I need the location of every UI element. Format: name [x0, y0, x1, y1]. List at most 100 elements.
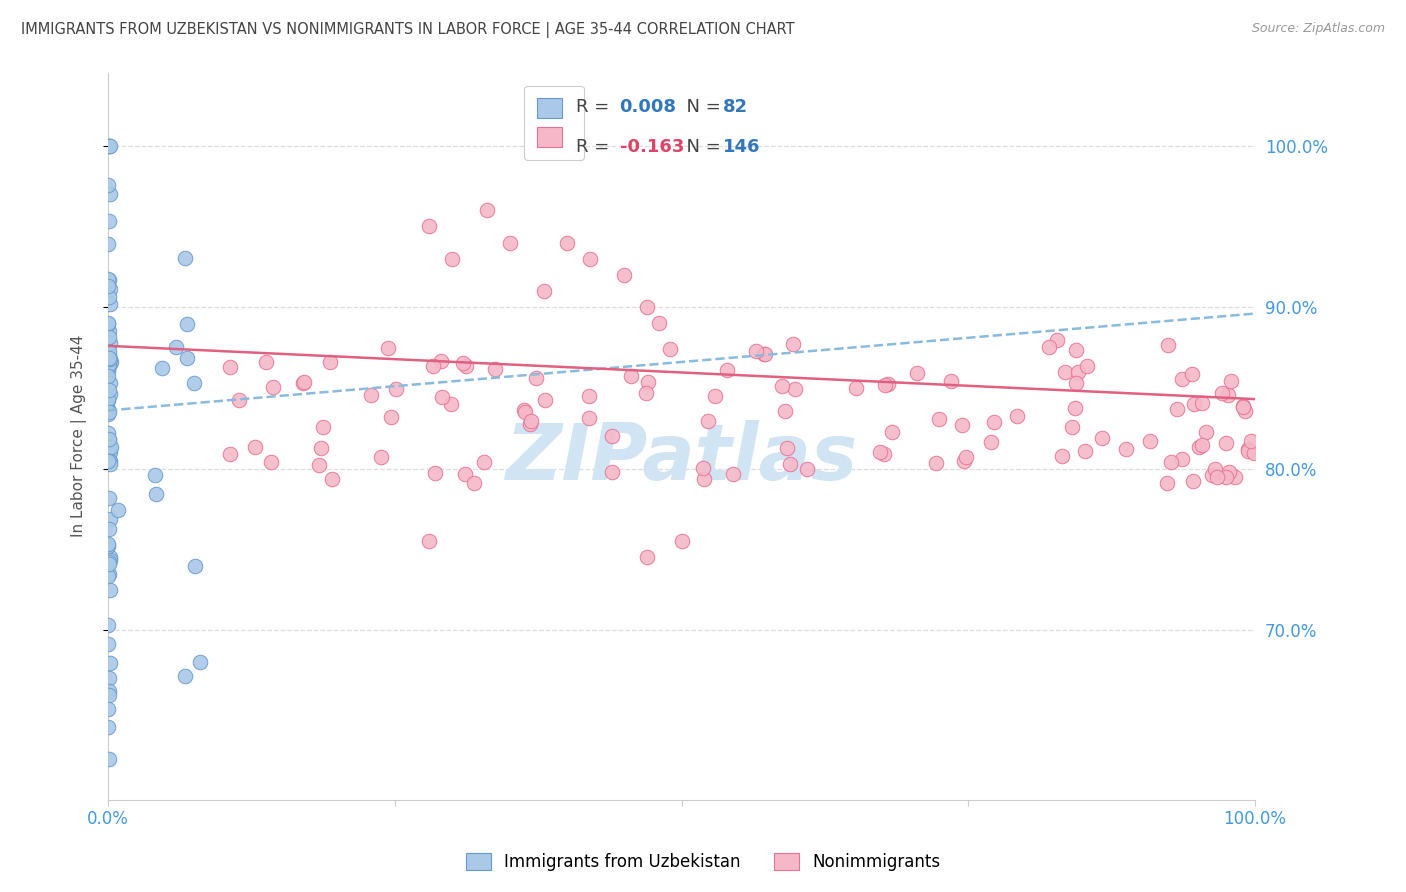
Point	[1232, 400, 1254, 414]
Point	[1090, 431, 1112, 445]
Point	[97, 569, 120, 583]
Point	[1191, 396, 1213, 410]
Point	[869, 445, 891, 459]
Point	[377, 341, 399, 355]
Point	[796, 462, 818, 476]
Point	[97, 329, 120, 343]
Text: R =: R =	[576, 138, 614, 156]
Point	[97, 433, 120, 447]
Point	[97, 454, 120, 468]
Point	[97, 407, 120, 421]
Point	[1046, 333, 1069, 347]
Point	[602, 429, 624, 443]
Point	[637, 376, 659, 390]
Point	[145, 487, 167, 501]
Point	[578, 410, 600, 425]
Point	[98, 556, 121, 570]
Point	[97, 426, 120, 441]
Point	[97, 637, 120, 651]
Point	[176, 351, 198, 365]
Point	[1115, 442, 1137, 457]
Point	[98, 582, 121, 597]
Point	[228, 392, 250, 407]
Point	[533, 284, 555, 298]
Point	[634, 386, 657, 401]
Point	[928, 412, 950, 426]
Point	[1170, 372, 1192, 386]
Point	[370, 450, 392, 465]
Text: IMMIGRANTS FROM UZBEKISTAN VS NONIMMIGRANTS IN LABOR FORCE | AGE 35-44 CORRELATI: IMMIGRANTS FROM UZBEKISTAN VS NONIMMIGRA…	[21, 22, 794, 38]
Point	[98, 432, 121, 446]
Point	[950, 417, 973, 432]
Text: 82: 82	[723, 98, 748, 116]
Point	[872, 447, 894, 461]
Point	[1223, 469, 1246, 483]
Point	[98, 550, 121, 565]
Point	[97, 344, 120, 359]
Point	[1066, 343, 1088, 357]
Point	[1182, 475, 1205, 489]
Point	[100, 376, 122, 391]
Point	[845, 381, 868, 395]
Legend: , : ,	[524, 86, 583, 160]
Point	[97, 392, 120, 407]
Point	[1052, 449, 1074, 463]
Point	[98, 324, 121, 338]
Point	[905, 366, 928, 380]
Point	[97, 618, 120, 632]
Point	[692, 461, 714, 475]
Point	[1064, 376, 1087, 390]
Point	[292, 375, 315, 389]
Point	[880, 425, 903, 439]
Text: N =: N =	[675, 138, 725, 156]
Point	[188, 655, 211, 669]
Point	[174, 251, 197, 265]
Point	[1038, 340, 1060, 354]
Text: 146: 146	[723, 138, 761, 156]
Point	[97, 401, 120, 416]
Point	[150, 360, 173, 375]
Point	[260, 455, 283, 469]
Point	[953, 454, 976, 468]
Point	[1156, 475, 1178, 490]
Point	[754, 347, 776, 361]
Point	[770, 378, 793, 392]
Point	[97, 720, 120, 734]
Point	[97, 138, 120, 153]
Point	[773, 403, 796, 417]
Point	[97, 537, 120, 551]
Point	[98, 522, 121, 536]
Point	[697, 414, 720, 428]
Point	[451, 356, 474, 370]
Point	[98, 552, 121, 566]
Point	[1073, 444, 1095, 458]
Point	[620, 368, 643, 383]
Point	[97, 672, 120, 686]
Point	[143, 468, 166, 483]
Point	[1243, 446, 1265, 460]
Point	[515, 405, 537, 419]
Point	[744, 344, 766, 359]
Point	[423, 466, 446, 480]
Point	[97, 316, 120, 330]
Point	[1076, 359, 1098, 373]
Legend: Immigrants from Uzbekistan, Nonimmigrants: Immigrants from Uzbekistan, Nonimmigrant…	[457, 845, 949, 880]
Point	[218, 360, 240, 375]
Point	[782, 337, 804, 351]
Point	[636, 300, 658, 314]
Point	[418, 219, 440, 234]
Point	[454, 359, 477, 373]
Point	[97, 138, 120, 153]
Point	[98, 297, 121, 311]
Point	[384, 382, 406, 396]
Point	[97, 236, 120, 251]
Point	[1139, 434, 1161, 449]
Point	[636, 550, 658, 565]
Point	[463, 475, 485, 490]
Point	[1063, 401, 1085, 416]
Point	[97, 317, 120, 331]
Point	[291, 376, 314, 390]
Point	[107, 503, 129, 517]
Point	[693, 472, 716, 486]
Point	[1237, 442, 1260, 456]
